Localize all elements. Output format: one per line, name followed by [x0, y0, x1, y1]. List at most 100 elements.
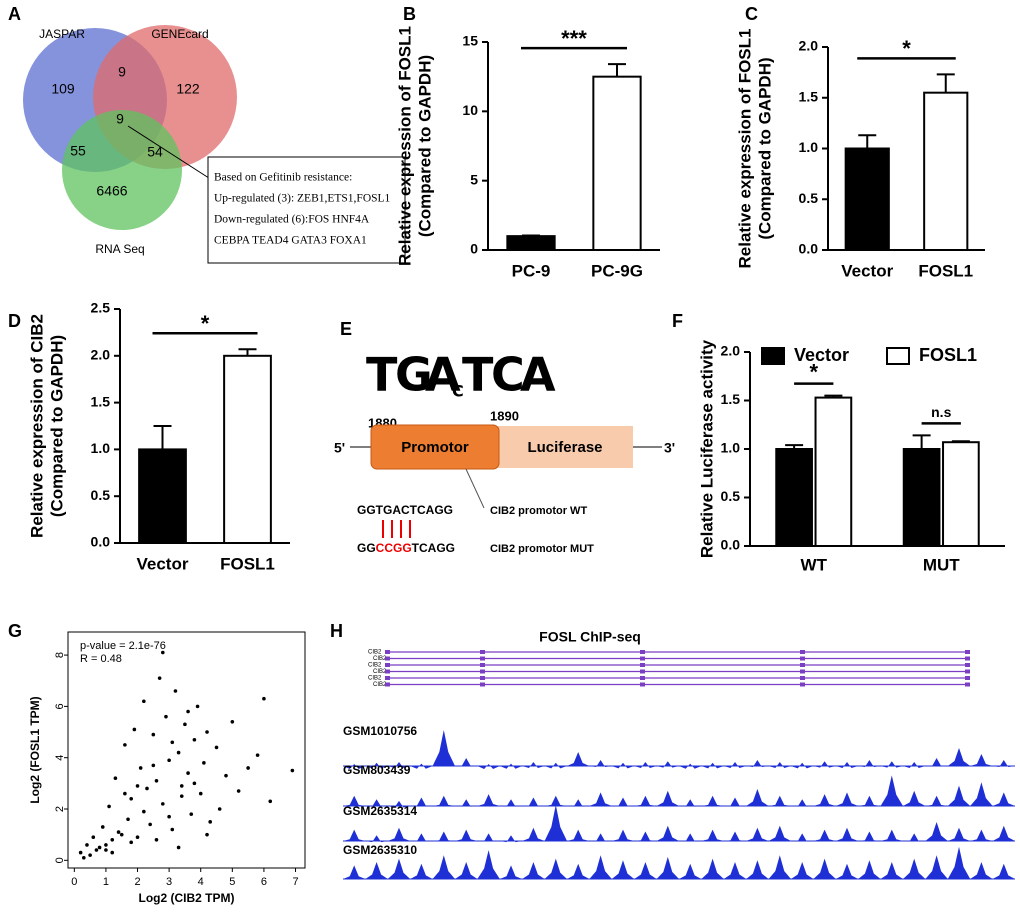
exon [480, 656, 485, 661]
signal-peak [455, 758, 478, 766]
signal-peak [343, 764, 366, 769]
signal-peak [768, 855, 791, 879]
point [97, 845, 102, 850]
signal-peak [365, 799, 388, 807]
y-tick-label: 1.5 [799, 88, 819, 104]
signal-peak [746, 827, 769, 841]
annotation-line: CEBPA TEAD4 GATA3 FOXA1 [214, 235, 367, 247]
x-tick-label: Vector [137, 554, 189, 573]
signal-peak [925, 795, 948, 806]
signal-peak [701, 829, 724, 841]
signal-peak [544, 762, 567, 769]
motif-letter: G [395, 348, 433, 402]
exon [800, 656, 805, 661]
signal-peak [589, 760, 612, 767]
y-axis-label: (Compared to GAPDH) [415, 55, 434, 237]
point [154, 837, 159, 842]
y-tick-label: 6 [54, 703, 66, 709]
legend-swatch [761, 347, 785, 365]
y-tick-label: 0.5 [721, 488, 741, 504]
exon [640, 650, 645, 654]
signal-peak [477, 833, 500, 842]
point [179, 794, 184, 798]
signal-peak [970, 782, 993, 806]
point [205, 730, 209, 734]
exon [800, 669, 805, 674]
signal-peak [992, 760, 1015, 767]
signal-peak [746, 760, 769, 767]
point [88, 853, 92, 857]
bar [923, 91, 969, 251]
significance-label: * [201, 311, 210, 336]
signal-peak [880, 829, 903, 841]
motif-letter: T [462, 348, 494, 402]
signal-peak [791, 799, 814, 807]
signal-peak [589, 792, 612, 806]
x-tick-label: MUT [923, 555, 960, 574]
region-count: 9 [116, 111, 124, 127]
point [214, 745, 219, 750]
signal-peak [656, 825, 679, 841]
bar [506, 235, 556, 251]
signal-peak [634, 795, 657, 806]
signal-peak [947, 785, 971, 806]
exon [965, 656, 970, 661]
y-tick-label: 10 [462, 102, 478, 118]
legend-label: FOSL1 [919, 345, 977, 365]
signal-peak [925, 822, 948, 841]
y-tick-label: 5 [470, 171, 478, 187]
exon [800, 682, 805, 687]
seq-part: CCGG [376, 541, 412, 555]
point [154, 778, 159, 783]
x-tick-label: 2 [134, 876, 140, 888]
bar [775, 448, 813, 547]
mut-sequence: GGCCGGTCAGG [357, 541, 455, 555]
wt-label: CIB2 promotor WT [490, 505, 587, 517]
signal-peak [679, 833, 702, 842]
point [142, 699, 146, 704]
connector [465, 468, 485, 509]
signal-peak [656, 790, 679, 806]
signal-peak [611, 762, 635, 769]
point [170, 740, 175, 745]
exon [385, 669, 390, 674]
signal-peak [567, 829, 590, 841]
y-tick-label: 0 [54, 857, 66, 863]
point [132, 727, 137, 732]
point [135, 835, 140, 840]
signal-peak [791, 762, 814, 769]
mut-label: CIB2 promotor MUT [490, 543, 594, 555]
exon [965, 663, 970, 667]
y-axis-label: Relative expression of FOSL1 [735, 29, 754, 269]
point [268, 799, 273, 804]
point [91, 835, 96, 840]
point [123, 791, 127, 796]
exon [480, 676, 485, 680]
signal-peak [835, 827, 859, 841]
signal-peak [477, 794, 500, 806]
signal-peak [611, 829, 635, 841]
chart-title: FOSL ChIP-seq [539, 629, 641, 645]
signal-peak [387, 827, 411, 841]
signal-peak [679, 763, 702, 769]
exon [965, 682, 970, 687]
gene-label: CIB2 [373, 656, 387, 662]
signal-peak [880, 862, 903, 879]
signal-peak [813, 794, 836, 806]
legend-swatch [886, 347, 910, 365]
x-tick-label: Vector [841, 261, 893, 280]
point [195, 704, 200, 709]
signal-peak [343, 865, 366, 879]
signal-peak [858, 760, 881, 767]
signal-peak [567, 863, 590, 879]
y-tick-label: 1.5 [91, 393, 111, 409]
y-tick-label: 8 [54, 652, 66, 658]
region-count: 6466 [96, 183, 127, 199]
signal-peak [768, 762, 791, 768]
panel-label: D [8, 311, 21, 331]
set-label: GENEcard [151, 27, 208, 41]
point [78, 850, 83, 855]
signal-peak [813, 761, 836, 768]
signal-peak [522, 827, 545, 841]
point [290, 768, 295, 773]
